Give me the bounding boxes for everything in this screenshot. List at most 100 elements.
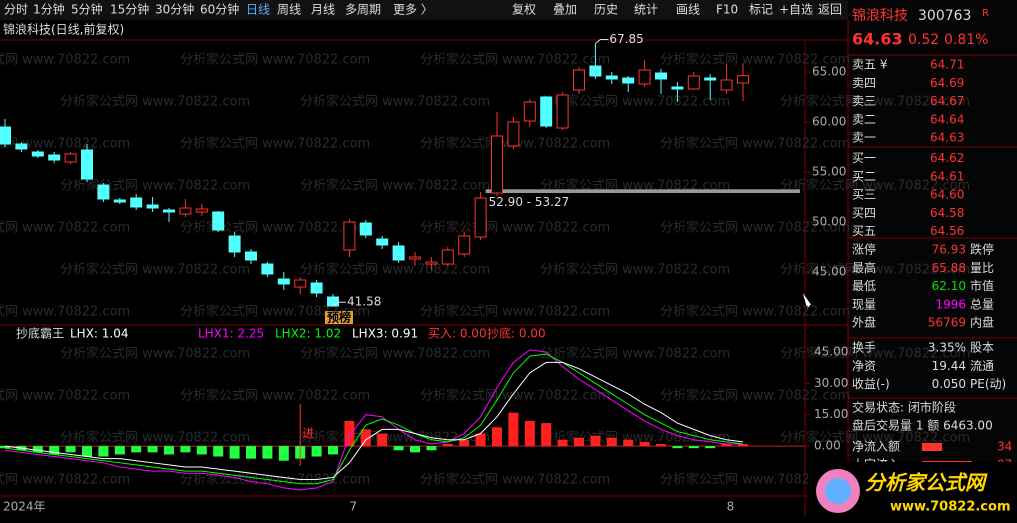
indicator-readout: 买入: 0.00 (428, 327, 487, 341)
stat-label: 收益(-) (852, 377, 890, 391)
book-price: 64.63 (930, 131, 964, 145)
stat-value: 62.10 (932, 279, 966, 293)
histogram-bar (131, 446, 142, 453)
candle-body (48, 154, 61, 161)
toolbar-item[interactable]: 日线 (246, 3, 270, 17)
histogram-bar (459, 439, 470, 447)
toolbar-item[interactable]: 30分钟 (155, 2, 194, 17)
stock-code: 300763 (918, 8, 971, 24)
histogram-bar (262, 446, 273, 459)
toolbar-item[interactable]: 5分钟 (71, 2, 103, 17)
range-label: 52.90 - 53.27 (489, 195, 570, 209)
histogram-bar (426, 446, 437, 451)
book-price: 64.62 (930, 151, 964, 165)
candle-body (474, 197, 487, 238)
watermark: 分析家公式网 www.70822.com (420, 304, 610, 320)
histogram-bar (32, 446, 43, 453)
toolbar-button[interactable]: 返回 (818, 3, 842, 17)
book-label: 买四 (852, 206, 876, 220)
watermark: 分析家公式网 www.70822.com (180, 304, 370, 320)
toolbar-item[interactable]: 月线 (311, 3, 335, 17)
histogram-bar (410, 446, 420, 453)
candle-body (179, 207, 192, 215)
histogram-bar (738, 443, 748, 447)
book-label: 买三 (852, 188, 876, 202)
toolbar-item[interactable]: 分时 (4, 3, 28, 17)
histogram-bar (147, 446, 158, 453)
candle-body (491, 135, 503, 194)
histogram-bar (524, 420, 535, 447)
histogram-bar (360, 429, 371, 447)
watermark: 分析家公式网 www.70822.com (0, 304, 130, 320)
histogram-bar (623, 439, 634, 447)
badge: R (982, 8, 989, 19)
candle-body (704, 77, 717, 81)
book-label: 买二 (852, 169, 876, 183)
watermark: 分析家公式网 www.70822.com (300, 94, 490, 110)
histogram-bar (0, 446, 10, 449)
watermark: 分析家公式网 www.70822.com (180, 472, 370, 488)
watermark: 分析家公式网 www.70822.com (0, 472, 130, 488)
candle-body (573, 69, 585, 91)
toolbar-item[interactable]: 1分钟 (33, 2, 65, 17)
watermark: 分析家公式网 www.70822.com (660, 304, 850, 320)
stat-label: 跌停 (970, 242, 994, 257)
indicator-readout: 抄底: 0.00 (487, 326, 546, 341)
toolbar-item[interactable]: 周线 (277, 3, 301, 17)
toolbar-button[interactable]: 画线 (676, 3, 700, 17)
toolbar-item[interactable]: 更多 〉 (393, 3, 433, 17)
toolbar-item[interactable]: 60分钟 (200, 2, 239, 17)
stat-value: 65.88 (932, 261, 966, 275)
flow-label: 净流入额 (852, 440, 900, 454)
watermark: 分析家公式网 www.70822.com (60, 94, 250, 110)
toolbar-item[interactable]: 多周期 (345, 3, 381, 17)
candle-body (507, 121, 520, 147)
watermark: 分析家公式网 www.70822.com (300, 262, 490, 278)
stat-label: 总量 (970, 297, 994, 311)
y-tick-label: 0.00 (814, 439, 841, 453)
quote-panel-bg (848, 0, 1017, 523)
y-tick-label: 60.00 (812, 115, 846, 129)
candle-body (310, 282, 323, 294)
change-pct: 0.81% (944, 32, 988, 48)
toolbar-button[interactable]: +自选 (779, 3, 813, 17)
histogram-bar (180, 446, 191, 453)
candle-body (277, 278, 290, 285)
toolbar-button[interactable]: F10 (716, 3, 738, 17)
min-pointer (332, 301, 346, 307)
toolbar-button[interactable]: 历史 (594, 3, 618, 17)
toolbar-item[interactable]: 15分钟 (110, 2, 149, 17)
stat-label: 外盘 (852, 315, 876, 330)
stat-value: 19.44 (932, 359, 966, 373)
toolbar-button[interactable]: 统计 (634, 3, 658, 17)
min-label: 41.58 (347, 295, 381, 309)
watermark: 分析家公式网 www.70822.com (420, 472, 610, 488)
book-price: 64.60 (930, 188, 964, 202)
candle-body (146, 204, 159, 209)
toolbar-button[interactable]: 标记 (749, 3, 773, 17)
watermark: 分析家公式网 www.70822.com (540, 346, 730, 362)
watermark: 分析家公式网 www.70822.com (660, 52, 850, 68)
book-price: 64.71 (930, 58, 964, 72)
histogram-bar (98, 446, 109, 457)
stat-value: 1996 (935, 297, 966, 311)
watermark: 分析家公式网 www.70822.com (660, 136, 850, 152)
indicator-readout: LHX3: 0.91 (352, 327, 418, 341)
watermark: 分析家公式网 www.70822.com (660, 388, 850, 404)
toolbar-button[interactable]: 叠加 (553, 3, 577, 17)
toolbar-bg (0, 0, 1017, 20)
histogram-bar (393, 446, 404, 451)
candle-body (622, 77, 635, 84)
watermark: 分析家公式网 www.70822.com (420, 52, 610, 68)
histogram-bar (705, 446, 716, 449)
stat-value: 0.050 (932, 377, 966, 391)
histogram-bar (164, 446, 174, 455)
signal-label: 预榜 (327, 310, 351, 325)
toolbar-button[interactable]: 复权 (512, 3, 536, 17)
stat-label: 涨停 (852, 242, 876, 257)
max-pointer (595, 39, 609, 44)
candle-body (409, 256, 421, 260)
stat-label: 内盘 (970, 315, 994, 330)
histogram-bar (606, 437, 617, 447)
candle-body (113, 199, 126, 203)
